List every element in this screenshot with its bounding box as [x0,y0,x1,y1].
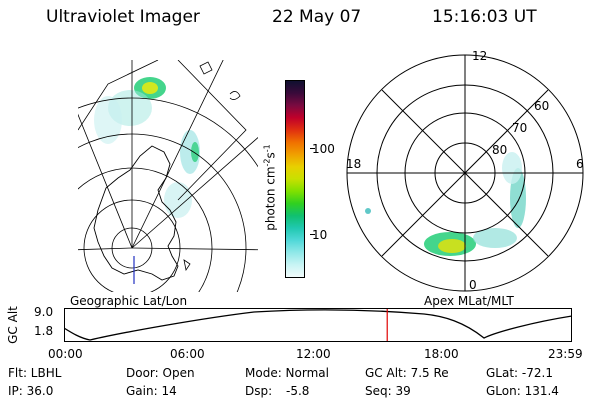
mlat-label-80: 80 [492,143,507,157]
mlat-label-60: 60 [534,99,549,113]
mode-status: Mode: Normal [245,366,329,380]
polar-mlat-mlt-panel: 12 18 6 0 60 70 80 [346,49,584,292]
image-date: 22 May 07 [272,7,362,27]
dsp-label: Dsp: [245,384,273,398]
altitude-tick-bottom: 1.8 [34,324,54,338]
mlt-label-0: 0 [469,278,477,292]
geographic-longitude: GLon: 131.4 [486,384,559,398]
door-status: Door: Open [126,366,195,380]
mlt-label-18: 18 [346,157,361,171]
geographic-latitude: GLat: -72.1 [486,366,553,380]
altitude-curve [64,309,572,341]
instrument-title: Ultraviolet Imager [46,7,200,27]
time-tick-1800: 18:00 [424,347,459,361]
geographic-map-panel [78,60,258,292]
time-tick-0600: 06:00 [170,347,205,361]
filter-status: Flt: LBHL [8,366,62,380]
altitude-tick-top: 9.0 [34,305,54,319]
polar-aurora-emission [365,152,526,256]
colorbar-tick-100: 100 [312,142,335,156]
time-tick-1200: 12:00 [296,347,331,361]
ip-status: IP: 36.0 [8,384,54,398]
polar-panel-label: Apex MLat/MLT [424,294,514,308]
mlt-label-6: 6 [576,157,584,171]
colorbar-tick-mark [310,234,315,235]
gain-status: Gain: 14 [126,384,177,398]
dsp-value: -5.8 [286,384,310,398]
time-tick-2359: 23:59 [548,347,583,361]
geographic-panel-label: Geographic Lat/Lon [70,294,188,308]
time-tick-0000: 00:00 [48,347,83,361]
colorbar-gradient [286,81,304,277]
intensity-colorbar [285,80,305,278]
colorbar-tick-10: 10 [312,228,328,242]
geo-aurora-emission [94,77,200,218]
colorbar-units-label: photon cm-2s-1 [262,144,278,231]
mlt-label-12: 12 [472,49,487,63]
mlat-label-70: 70 [512,121,527,135]
altitude-axis-label: GC Alt [6,306,20,344]
colorbar-tick-mark [310,148,315,149]
image-time: 15:16:03 UT [432,7,537,27]
gc-altitude-status: GC Alt: 7.5 Re [365,366,449,380]
sequence-status: Seq: 39 [365,384,411,398]
altitude-plot [64,308,572,342]
